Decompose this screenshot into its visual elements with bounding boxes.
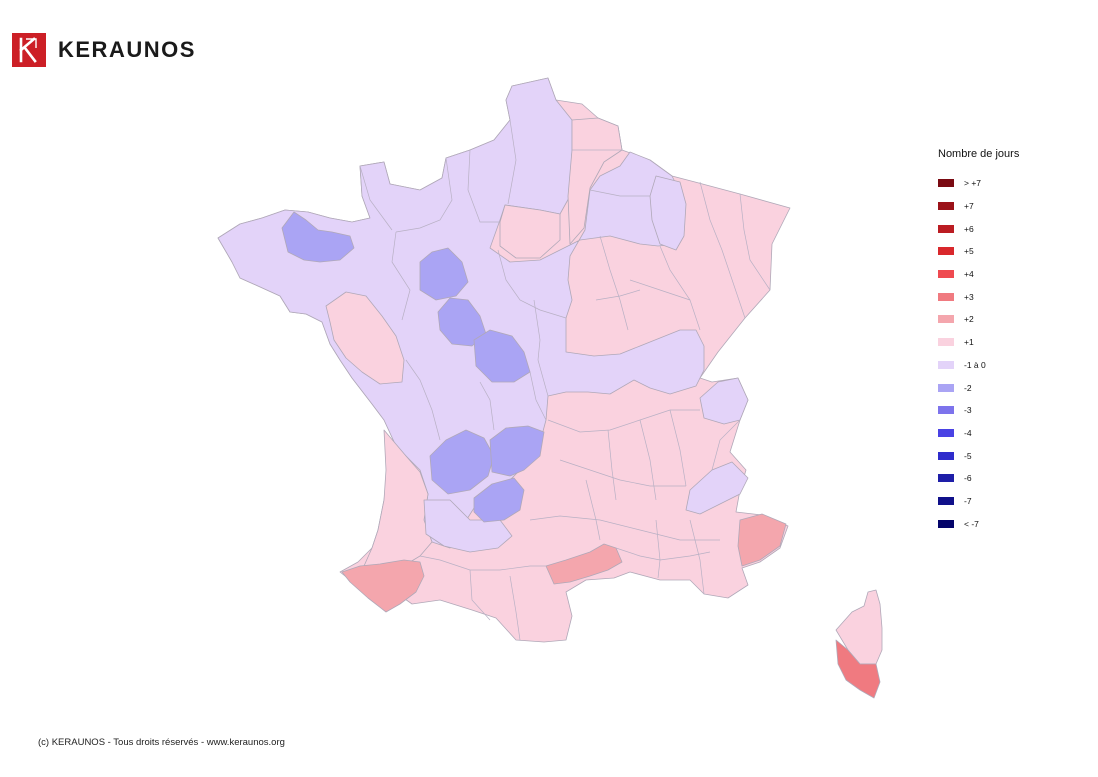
pink-zone-north xyxy=(567,117,623,245)
legend-label: +4 xyxy=(964,269,974,280)
legend-item: -3 xyxy=(938,399,1058,422)
legend-item: +6 xyxy=(938,217,1058,240)
legend-items: > +7 +7 +6 +5 +4 +3 +2 +1 -1 à 0 -2 -3 -4 -5 -6 -7 < -7 xyxy=(938,172,1058,535)
purple-zone-lot-dordogne xyxy=(473,477,525,523)
legend-swatch xyxy=(938,474,954,483)
legend-swatch xyxy=(938,406,954,415)
legend-swatch xyxy=(938,202,954,211)
legend-item: +2 xyxy=(938,308,1058,331)
copyright-footer: (c) KERAUNOS - Tous droits réservés - ww… xyxy=(38,737,285,748)
legend-label: -1 à 0 xyxy=(964,359,986,370)
legend-item: +4 xyxy=(938,263,1058,286)
keraunos-logo-icon xyxy=(12,33,46,67)
legend-label: -2 xyxy=(964,382,972,393)
pink-zone-normandy-east xyxy=(499,204,561,259)
corsica-south xyxy=(835,639,881,699)
legend-item: -1 à 0 xyxy=(938,354,1058,377)
legend-label: +2 xyxy=(964,314,974,325)
legend-item: +5 xyxy=(938,240,1058,263)
purple-zone-sarthe xyxy=(419,247,469,301)
legend-label: +7 xyxy=(964,201,974,212)
salmon-zone-herault xyxy=(545,543,623,585)
legend-item: +3 xyxy=(938,285,1058,308)
purple-zone-brittany xyxy=(281,211,355,263)
legend-swatch xyxy=(938,383,954,392)
legend-item: -6 xyxy=(938,467,1058,490)
legend-swatch xyxy=(938,360,954,369)
legend-label: +1 xyxy=(964,337,974,348)
legend-item: < -7 xyxy=(938,512,1058,535)
legend-item: -4 xyxy=(938,422,1058,445)
legend-label: -5 xyxy=(964,450,972,461)
legend-item: -5 xyxy=(938,444,1058,467)
legend-label: -4 xyxy=(964,427,972,438)
legend-swatch xyxy=(938,292,954,301)
legend-swatch xyxy=(938,179,954,188)
legend-item: > +7 xyxy=(938,172,1058,195)
legend-label: -7 xyxy=(964,495,972,506)
legend-label: -6 xyxy=(964,473,972,484)
brand-name: KERAUNOS xyxy=(58,37,196,62)
legend-label: +3 xyxy=(964,291,974,302)
legend-swatch xyxy=(938,428,954,437)
legend-title: Nombre de jours xyxy=(938,148,1020,160)
legend-swatch xyxy=(938,519,954,528)
legend-swatch xyxy=(938,247,954,256)
legend-swatch xyxy=(938,270,954,279)
salmon-zone-pyrenees-atlantiques xyxy=(341,559,425,613)
department-boundaries xyxy=(359,119,771,641)
legend-item: +7 xyxy=(938,195,1058,218)
legend-item: -7 xyxy=(938,490,1058,513)
lavender-zone-hautes-alpes xyxy=(685,461,749,515)
legend-item: -2 xyxy=(938,376,1058,399)
lavender-zone-alsace-lorraine xyxy=(649,175,687,251)
pink-zone-vendee xyxy=(325,291,405,385)
legend-swatch xyxy=(938,315,954,324)
purple-zone-haute-vienne xyxy=(429,429,495,495)
legend-swatch xyxy=(938,338,954,347)
lavender-zone-landes-gironde xyxy=(423,499,513,553)
legend-label: -3 xyxy=(964,405,972,416)
purple-zone-creuse-correze xyxy=(489,425,545,477)
legend-label: +5 xyxy=(964,246,974,257)
legend-swatch xyxy=(938,496,954,505)
legend-item: +1 xyxy=(938,331,1058,354)
legend-label: +6 xyxy=(964,223,974,234)
legend-swatch xyxy=(938,224,954,233)
map-legend: Nombre de jours > +7 +7 +6 +5 +4 +3 +2 +1 -1 à 0… xyxy=(938,148,1058,535)
salmon-zone-alpes-maritimes xyxy=(737,513,787,567)
keraunos-logo: KERAUNOS xyxy=(12,33,196,67)
legend-label: < -7 xyxy=(964,518,979,529)
lavender-zone-savoie xyxy=(699,377,749,425)
legend-swatch xyxy=(938,451,954,460)
legend-label: > +7 xyxy=(964,178,982,189)
